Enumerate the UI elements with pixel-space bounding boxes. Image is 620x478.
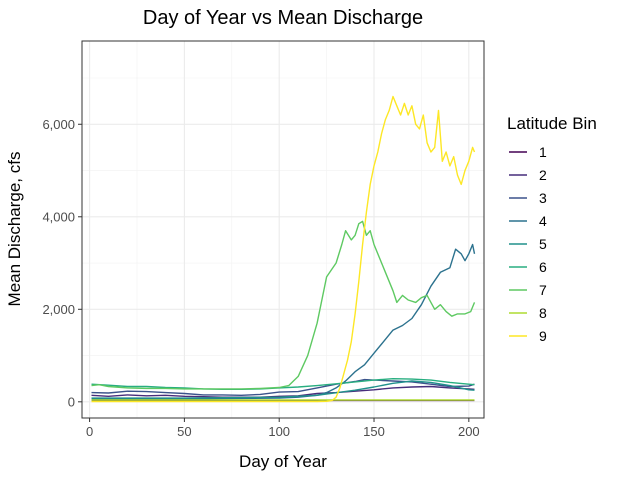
legend-label-5: 5	[539, 236, 547, 252]
y-axis-title: Mean Discharge, cfs	[5, 152, 24, 307]
x-tick-label: 0	[86, 424, 93, 439]
y-axis-ticks: 0 2,000 4,000 6,000	[42, 117, 82, 409]
legend-label-9: 9	[539, 328, 547, 344]
plot-panel	[81, 40, 485, 419]
series-line-6	[91, 378, 475, 390]
series-line-3	[91, 378, 475, 396]
legend-title: Latitude Bin	[507, 114, 597, 133]
y-tick-label: 4,000	[42, 209, 75, 224]
y-tick-label: 2,000	[42, 302, 75, 317]
plot-border	[81, 40, 485, 419]
series-line-9	[91, 95, 476, 403]
x-axis-ticks: 0 50 100 150 200	[86, 418, 480, 439]
legend-items: 1 2 3 4 5 6 7 8 9	[509, 144, 547, 344]
legend-label-1: 1	[539, 144, 547, 160]
series-lines	[91, 95, 476, 403]
x-axis-title: Day of Year	[239, 452, 327, 471]
legend-label-3: 3	[539, 190, 547, 206]
chart-title: Day of Year vs Mean Discharge	[143, 7, 423, 29]
x-tick-label: 200	[458, 424, 480, 439]
y-tick-label: 6,000	[42, 117, 75, 132]
series-line-7	[91, 220, 476, 390]
legend-label-6: 6	[539, 259, 547, 275]
legend-label-7: 7	[539, 282, 547, 298]
series-line-5	[91, 380, 475, 399]
legend: Latitude Bin 1 2 3 4 5 6 7 8 9	[507, 114, 597, 344]
x-tick-label: 100	[268, 424, 290, 439]
y-tick-label: 0	[68, 394, 75, 409]
legend-label-2: 2	[539, 167, 547, 183]
legend-label-8: 8	[539, 305, 547, 321]
x-tick-label: 150	[363, 424, 385, 439]
legend-label-4: 4	[539, 213, 547, 229]
x-tick-label: 50	[177, 424, 191, 439]
